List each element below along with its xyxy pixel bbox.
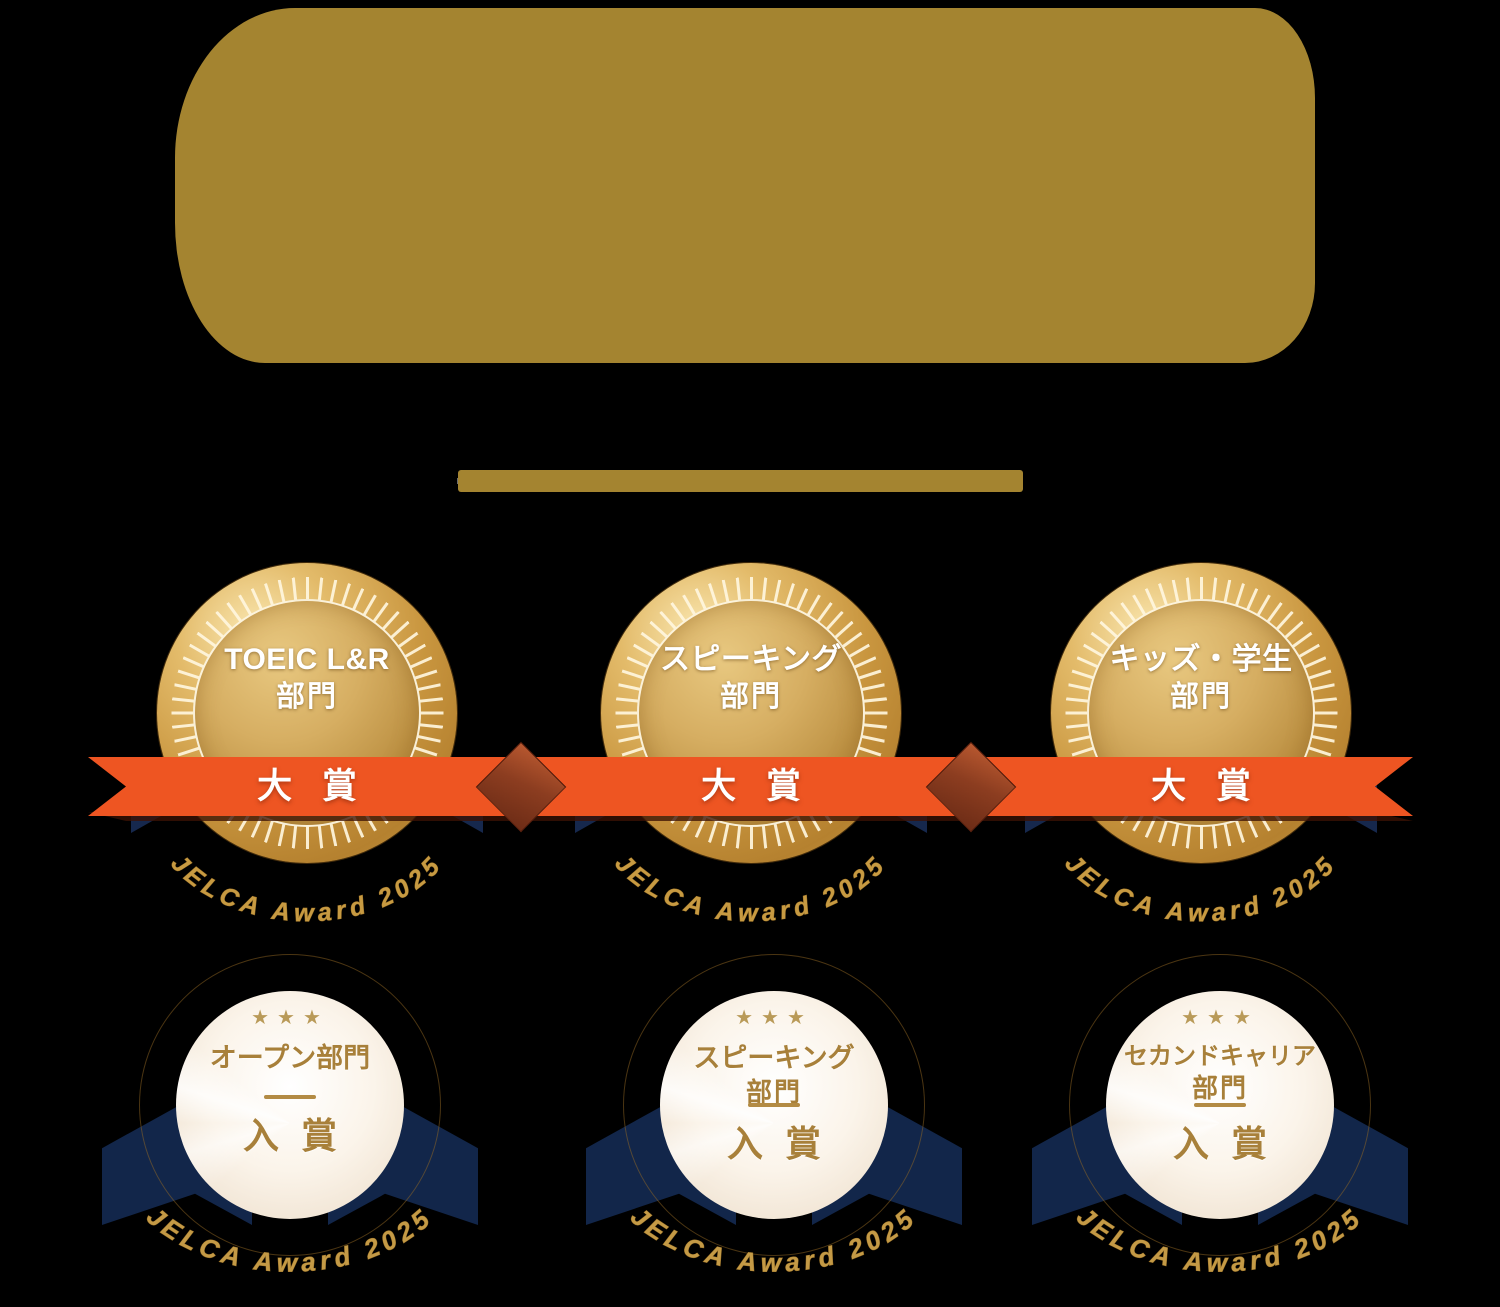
grand-prize-ribbon-band bbox=[88, 757, 1413, 816]
medal-stars-icon: ★★★ bbox=[1181, 1007, 1259, 1029]
ribbon-drop-shadow bbox=[88, 812, 1413, 821]
medal-stars-icon: ★★★ bbox=[735, 1007, 813, 1029]
medal-category-line1: オープン部門 bbox=[209, 1043, 371, 1073]
medal-category-label: オープン部門 bbox=[140, 1043, 440, 1077]
medal-category-line1: セカンドキャリア bbox=[1124, 1043, 1316, 1070]
ribbon-label-2: 大 賞 bbox=[701, 767, 811, 806]
medal-prize-label: 入 賞 bbox=[1172, 1123, 1273, 1164]
runner-up-medal-2[interactable]: ★★★ スピーキング 部門 入 賞 JELCA Award 2025 bbox=[586, 955, 962, 1278]
medal-face bbox=[176, 991, 404, 1219]
medal-divider bbox=[748, 1103, 800, 1107]
medal-category-line1: キッズ・学生 bbox=[1109, 643, 1293, 676]
medal-category-line2: 部門 bbox=[719, 680, 782, 713]
medal-stars-icon: ★★★ bbox=[251, 1007, 329, 1029]
medal-category-line1: スピーキング bbox=[693, 1043, 855, 1073]
medal-category-line1: スピーキング bbox=[659, 643, 843, 676]
medal-category-label: キッズ・学生 部門 bbox=[1051, 643, 1351, 713]
ribbon-label-1: 大 賞 bbox=[257, 767, 367, 806]
runner-up-medal-1[interactable]: ★★★ オープン部門 入 賞 JELCA Award 2025 bbox=[102, 955, 478, 1278]
medal-category-label: セカンドキャリア 部門 bbox=[1070, 1043, 1370, 1104]
medal-prize-label: 入 賞 bbox=[242, 1115, 343, 1156]
medal-category-label: TOEIC L&R 部門 bbox=[157, 643, 457, 713]
medal-category-line1: TOEIC L&R bbox=[224, 643, 390, 676]
medal-divider bbox=[1194, 1103, 1246, 1107]
medal-category-label: スピーキング 部門 bbox=[601, 643, 901, 713]
medal-prize-label: 入 賞 bbox=[726, 1123, 827, 1164]
medal-category-line2: 部門 bbox=[1191, 1073, 1248, 1104]
medal-category-line2: 部門 bbox=[745, 1076, 802, 1107]
masthead-logo-block bbox=[175, 8, 1315, 363]
subheading-text-block bbox=[458, 470, 1023, 492]
medal-divider bbox=[264, 1095, 316, 1099]
medal-category-line2: 部門 bbox=[275, 680, 338, 713]
medal-category-line2: 部門 bbox=[1169, 680, 1232, 713]
runner-up-medal-3[interactable]: ★★★ セカンドキャリア 部門 入 賞 JELCA Award 2025 bbox=[1032, 955, 1408, 1278]
medal-category-label: スピーキング 部門 bbox=[624, 1043, 924, 1108]
ribbon-label-3: 大 賞 bbox=[1151, 767, 1261, 806]
